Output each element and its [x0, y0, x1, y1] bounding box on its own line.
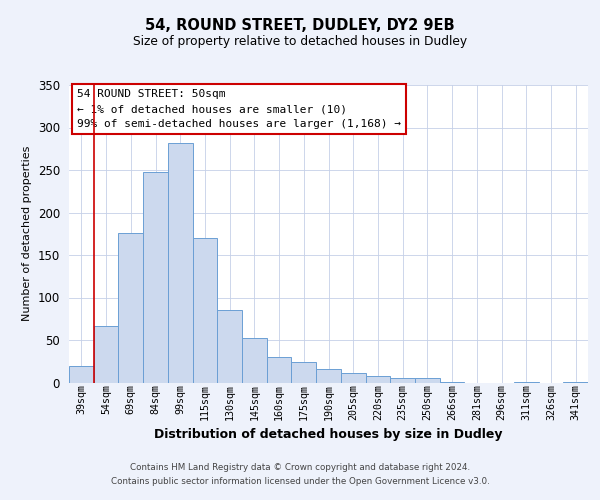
Bar [94, 326, 118, 382]
Text: 54 ROUND STREET: 50sqm
← 1% of detached houses are smaller (10)
99% of semi-deta: 54 ROUND STREET: 50sqm ← 1% of detached … [77, 90, 401, 129]
Text: Contains public sector information licensed under the Open Government Licence v3: Contains public sector information licen… [110, 476, 490, 486]
Bar [365, 376, 390, 382]
Bar [341, 373, 365, 382]
X-axis label: Distribution of detached houses by size in Dudley: Distribution of detached houses by size … [154, 428, 503, 441]
Text: Size of property relative to detached houses in Dudley: Size of property relative to detached ho… [133, 35, 467, 48]
Bar [390, 378, 415, 382]
Bar [143, 172, 168, 382]
Bar [316, 369, 341, 382]
Bar [267, 357, 292, 382]
Bar [415, 378, 440, 382]
Bar [292, 362, 316, 382]
Bar [193, 238, 217, 382]
Bar [69, 366, 94, 382]
Y-axis label: Number of detached properties: Number of detached properties [22, 146, 32, 322]
Text: Contains HM Land Registry data © Crown copyright and database right 2024.: Contains HM Land Registry data © Crown c… [130, 462, 470, 471]
Bar [168, 143, 193, 382]
Bar [217, 310, 242, 382]
Bar [242, 338, 267, 382]
Text: 54, ROUND STREET, DUDLEY, DY2 9EB: 54, ROUND STREET, DUDLEY, DY2 9EB [145, 18, 455, 32]
Bar [118, 233, 143, 382]
